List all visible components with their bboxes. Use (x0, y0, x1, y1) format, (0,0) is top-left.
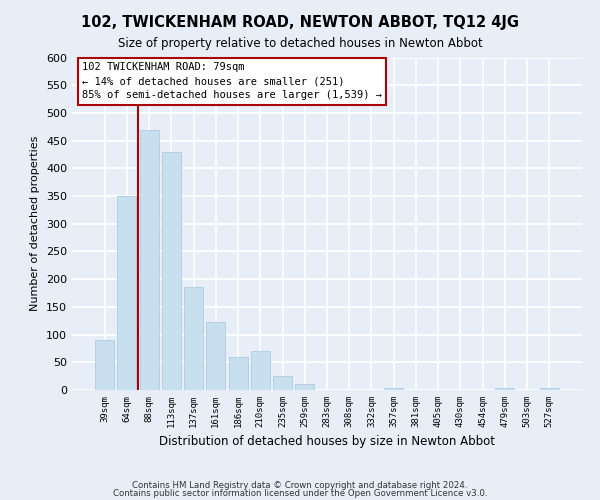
Bar (229, 357, 248, 390)
Text: Contains HM Land Registry data © Crown copyright and database right 2024.: Contains HM Land Registry data © Crown c… (132, 481, 468, 490)
X-axis label: Distribution of detached houses by size in Newton Abbot: Distribution of detached houses by size … (159, 436, 495, 448)
Bar (206, 322, 225, 390)
Bar (295, 384, 314, 390)
Bar (273, 376, 292, 390)
Bar (540, 388, 559, 390)
Bar (384, 388, 403, 390)
Text: 102, TWICKENHAM ROAD, NEWTON ABBOT, TQ12 4JG: 102, TWICKENHAM ROAD, NEWTON ABBOT, TQ12… (81, 15, 519, 30)
Bar (140, 130, 158, 390)
Bar (496, 388, 514, 390)
Bar (118, 196, 136, 390)
Bar (162, 152, 181, 390)
Y-axis label: Number of detached properties: Number of detached properties (31, 136, 40, 312)
Bar (251, 351, 270, 390)
Text: 102 TWICKENHAM ROAD: 79sqm
← 14% of detached houses are smaller (251)
85% of sem: 102 TWICKENHAM ROAD: 79sqm ← 14% of deta… (82, 62, 382, 100)
Text: Contains public sector information licensed under the Open Government Licence v3: Contains public sector information licen… (113, 488, 487, 498)
Text: Size of property relative to detached houses in Newton Abbot: Size of property relative to detached ho… (118, 38, 482, 51)
Bar (95, 340, 114, 390)
Bar (184, 288, 203, 390)
